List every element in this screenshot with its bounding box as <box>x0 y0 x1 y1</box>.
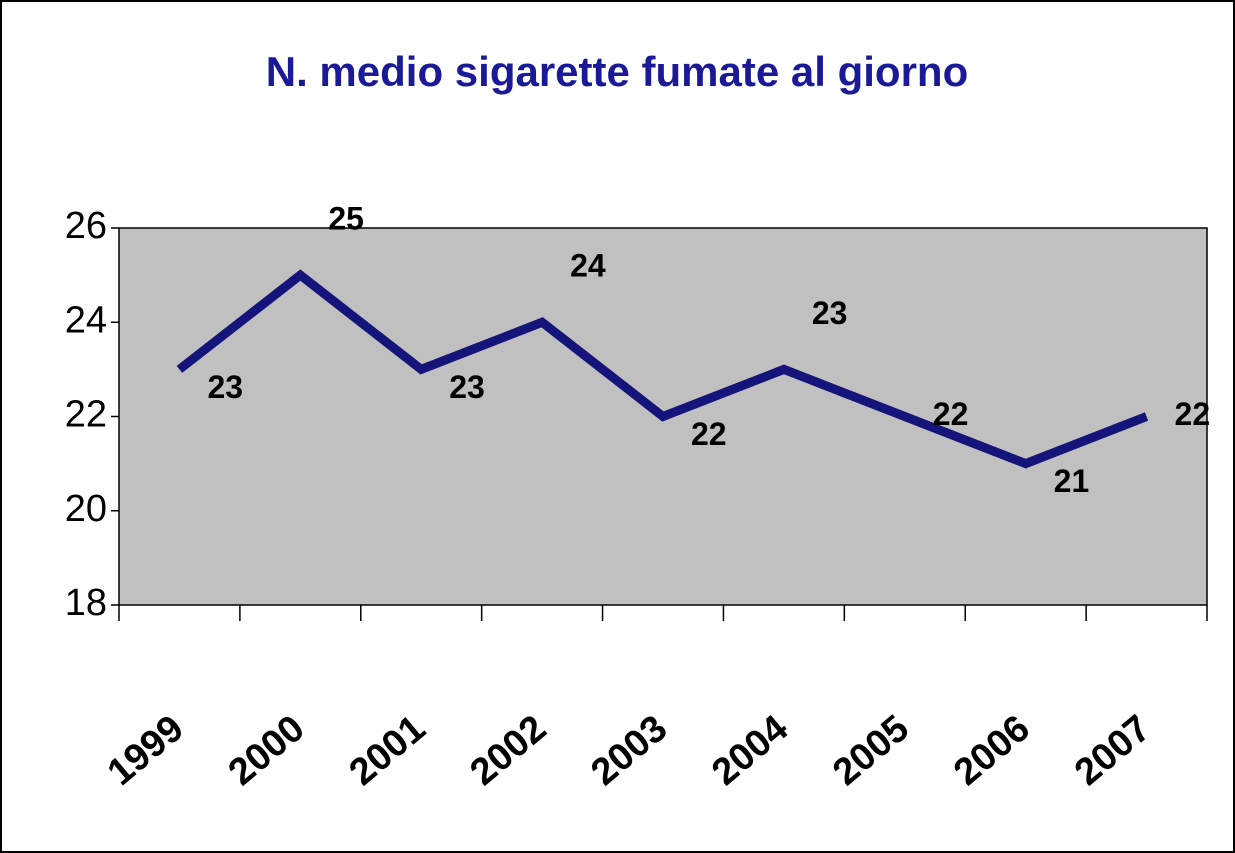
data-label: 23 <box>449 369 485 405</box>
y-tick-label: 18 <box>65 582 107 624</box>
data-label: 22 <box>933 396 969 432</box>
data-label: 22 <box>1175 396 1211 432</box>
data-label: 22 <box>691 416 727 452</box>
y-tick-label: 22 <box>65 394 107 436</box>
data-label: 23 <box>207 369 243 405</box>
data-label: 24 <box>570 248 606 284</box>
data-label: 21 <box>1054 463 1090 499</box>
y-tick-label: 26 <box>65 205 107 247</box>
data-label: 25 <box>328 201 364 237</box>
data-line <box>176 269 1149 469</box>
y-tick-label: 24 <box>65 299 107 341</box>
y-tick-label: 20 <box>65 488 107 530</box>
chart-title: N. medio sigarette fumate al giorno <box>266 48 968 95</box>
data-label: 23 <box>812 295 848 331</box>
